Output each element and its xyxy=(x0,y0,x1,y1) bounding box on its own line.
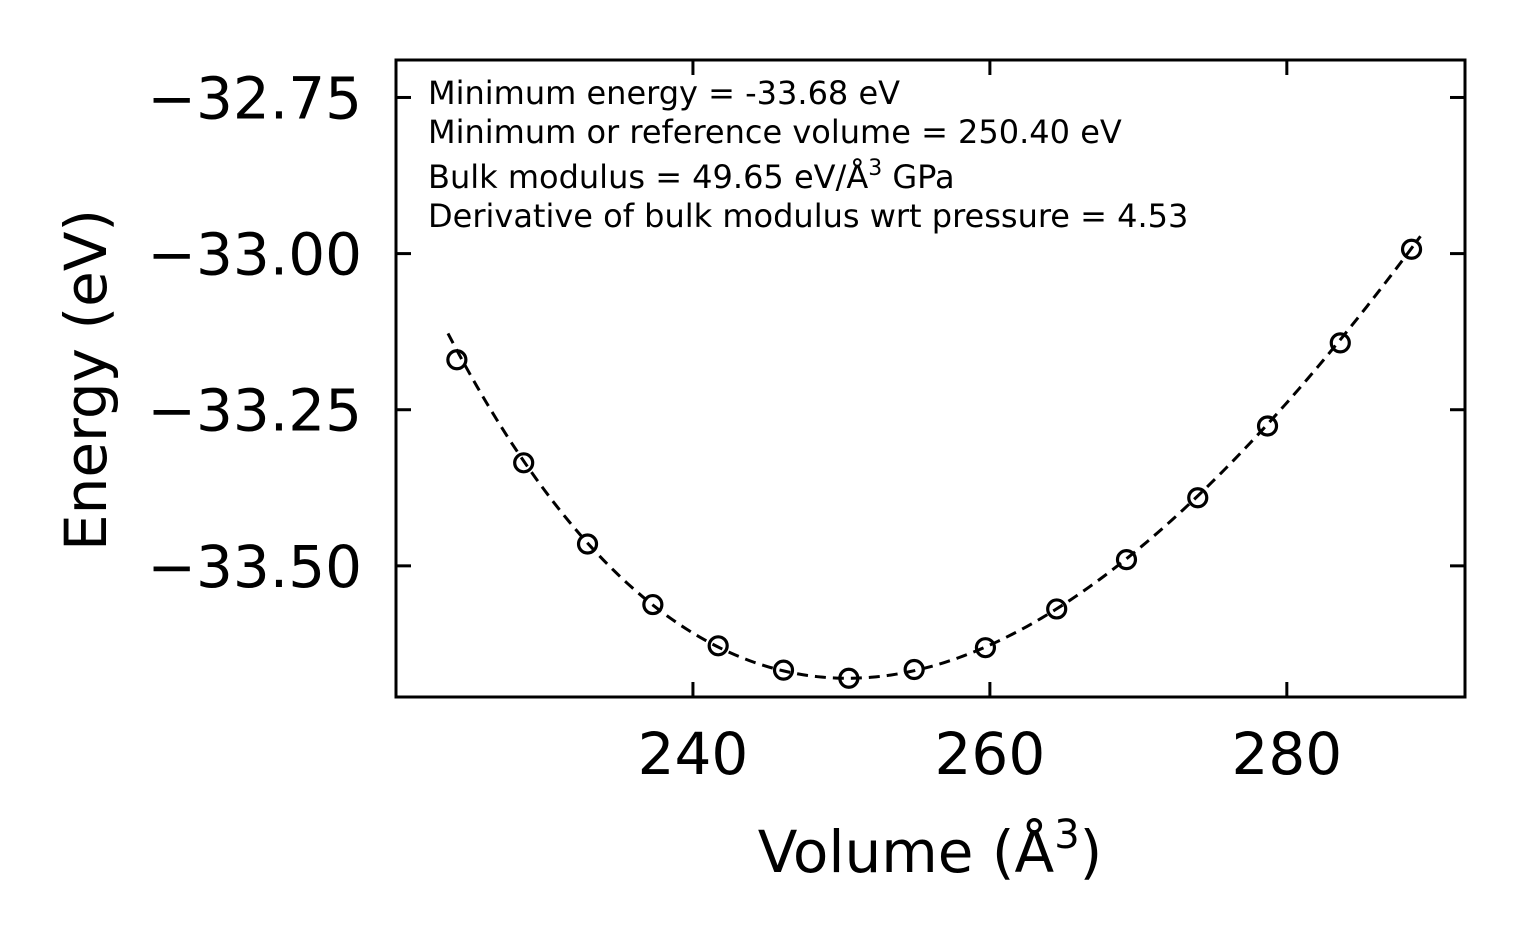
annotation-bulk-derivative: Derivative of bulk modulus wrt pressure … xyxy=(428,197,1188,235)
y-tick-label: −32.75 xyxy=(147,64,362,132)
annotation-block: Minimum energy = -33.68 eV Minimum or re… xyxy=(428,74,1188,235)
annotation-bulk-modulus: Bulk modulus = 49.65 eV/Å3 GPa xyxy=(428,156,955,196)
x-axis-label-end: ) xyxy=(1080,818,1103,886)
x-axis-label-text: Volume (Å xyxy=(758,817,1055,886)
x-axis-label: Volume (Å3) xyxy=(758,812,1103,886)
data-point xyxy=(576,533,599,555)
data-point xyxy=(1187,487,1209,509)
annotation-min-energy: Minimum energy = -33.68 eV xyxy=(428,74,900,112)
data-point xyxy=(772,659,795,681)
y-tick-label: −33.50 xyxy=(147,533,362,601)
y-axis-label: Energy (eV) xyxy=(52,209,120,551)
annotation-bulk-modulus-sup: 3 xyxy=(868,156,882,181)
data-point xyxy=(513,452,535,474)
data-point xyxy=(1400,238,1423,260)
annotation-bulk-modulus-text: Bulk modulus = 49.65 eV/Å xyxy=(428,158,868,196)
annotation-min-volume: Minimum or reference volume = 250.40 eV xyxy=(428,113,1122,151)
data-points-layer xyxy=(446,238,1423,689)
annotation-bulk-modulus-unit: GPa xyxy=(882,158,954,196)
x-tick-label: 240 xyxy=(638,720,749,788)
x-axis-label-sup: 3 xyxy=(1054,812,1079,858)
data-point xyxy=(838,667,860,689)
data-point xyxy=(707,635,729,657)
data-point xyxy=(1329,332,1351,354)
data-point xyxy=(1115,549,1138,571)
plot-frame xyxy=(394,58,1467,699)
y-tick-label: −33.00 xyxy=(147,221,362,289)
data-point xyxy=(446,349,468,371)
y-axis-ticks: −32.75 −33.00 −33.25 −33.50 xyxy=(147,64,1465,601)
x-axis-ticks: 240 260 280 xyxy=(638,60,1342,788)
data-point xyxy=(903,658,925,681)
fit-curve xyxy=(446,235,1422,680)
data-point xyxy=(1046,598,1068,620)
fit-curve-layer xyxy=(446,235,1422,680)
data-point xyxy=(974,637,997,659)
data-point xyxy=(1256,415,1279,437)
data-point xyxy=(642,593,664,616)
x-tick-label: 280 xyxy=(1231,720,1342,788)
x-tick-label: 260 xyxy=(935,720,1046,788)
y-tick-label: −33.25 xyxy=(147,377,362,445)
